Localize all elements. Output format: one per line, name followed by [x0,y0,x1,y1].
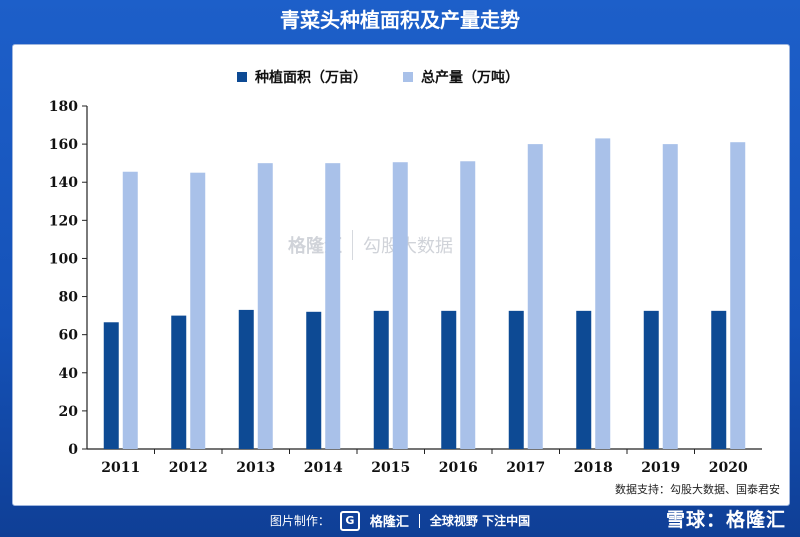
y-tick-label: 120 [49,213,78,229]
footer-slogan: 全球视野 下注中国 [429,514,531,528]
x-tick-label: 2015 [371,460,410,476]
chart-title: 青菜头种植面积及产量走势 [280,8,520,32]
bar-output [392,162,408,450]
y-tick-label: 60 [59,328,79,344]
bar-output [190,172,206,449]
bar-area [643,310,659,449]
y-tick-label: 20 [59,404,79,420]
gelonghui-logo-icon: G [339,510,360,531]
x-tick-label: 2018 [574,460,613,476]
footer-brand: 格隆汇 [369,515,409,530]
bar-output [257,163,273,449]
watermark-data-brand: 勾股大数据 [363,236,453,257]
bar-output [730,142,746,449]
y-tick-label: 160 [49,137,78,153]
bar-output [662,144,678,449]
bar-area [373,310,389,449]
legend-swatch-output [403,72,413,82]
bar-area [171,315,187,449]
x-tick-label: 2020 [709,460,748,476]
legend-item-area: 种植面积（万亩） [237,67,367,87]
x-tick-label: 2011 [101,460,140,476]
x-tick-label: 2017 [506,460,545,476]
bar-output [595,138,611,449]
data-source: 数据支持：勾股大数据、国泰君安 [615,483,780,496]
footer: 图片制作： G 格隆汇 全球视野 下注中国 [0,504,800,537]
y-tick-label: 180 [49,99,78,115]
bar-area [306,311,322,449]
bar-area [711,310,727,449]
footer-divider [418,513,420,528]
x-tick-label: 2013 [236,460,275,476]
legend-label-output: 总产量（万吨） [421,70,519,86]
legend-label-area: 种植面积（万亩） [255,70,367,86]
y-tick-label: 0 [68,442,78,458]
bar-area [238,309,254,449]
xueqiu-watermark: 雪球：格隆汇 [665,509,786,531]
footer-made-by: 图片制作： [269,514,330,528]
y-tick-label: 140 [49,175,78,191]
legend-swatch-area [237,72,247,82]
bar-output [325,163,341,449]
bar-area [441,310,457,449]
y-tick-label: 40 [59,366,79,382]
bar-output [460,161,476,449]
bar-output [122,171,138,449]
y-tick-label: 80 [59,290,79,306]
y-tick-label: 100 [49,251,78,267]
x-tick-label: 2012 [169,460,208,476]
bar-output [527,144,543,449]
bar-area [508,310,524,449]
x-tick-label: 2016 [439,460,478,476]
legend-item-output: 总产量（万吨） [403,67,519,87]
bar-area [103,322,119,449]
x-tick-label: 2014 [304,460,343,476]
bar-area [576,310,592,449]
watermark-divider [352,230,353,260]
legend: 种植面积（万亩） 总产量（万吨） [237,66,519,88]
x-tick-label: 2019 [641,460,680,476]
